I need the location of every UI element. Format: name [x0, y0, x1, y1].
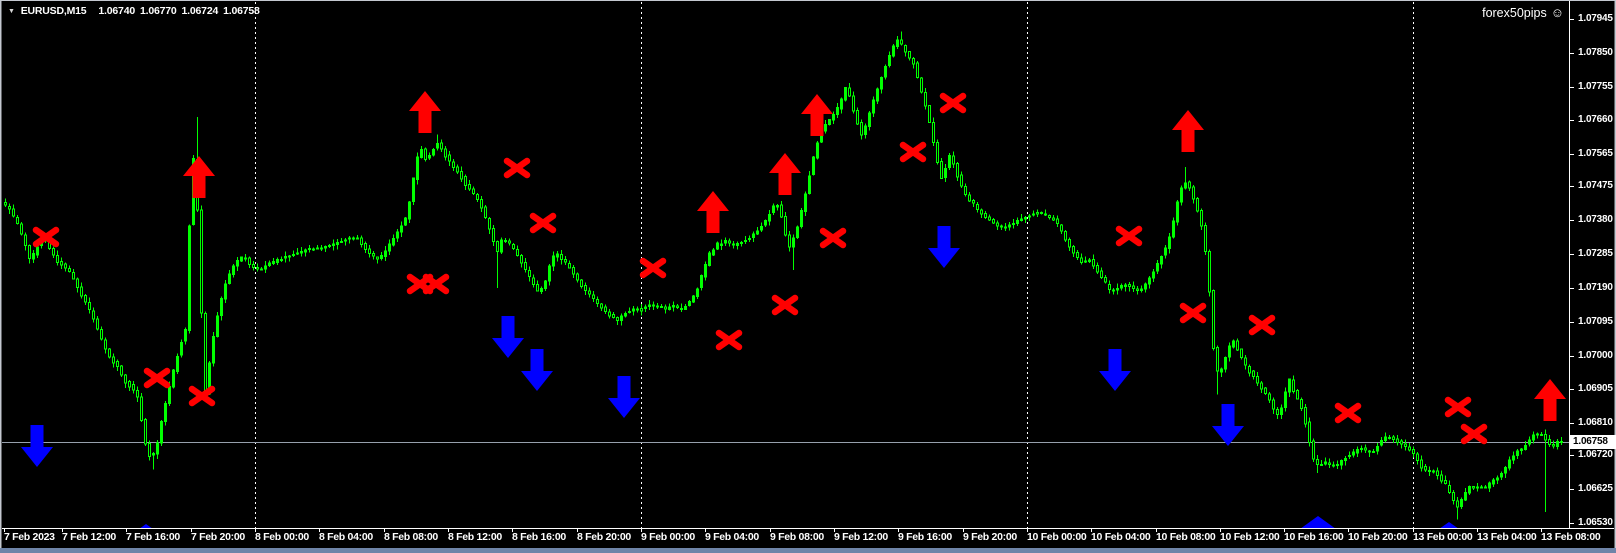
- price-label: 1.06720: [1578, 449, 1613, 461]
- time-label: 13 Feb 00:00: [1413, 531, 1473, 543]
- time-label: 8 Feb 08:00: [384, 531, 438, 543]
- buy-arrow-tip-clipped: [1440, 522, 1458, 528]
- buy-arrow-icon: [521, 349, 553, 391]
- x-mark-icon: [939, 92, 967, 114]
- buy-arrow-icon: [1099, 349, 1131, 391]
- symbol-timeframe: EURUSD,M15: [20, 5, 87, 17]
- price-scale[interactable]: 1.07945 1.07850 1.07755 1.07660 1.07565 1.074…: [1570, 0, 1616, 528]
- price-label: 1.07660: [1578, 114, 1613, 126]
- x-mark-icon: [1334, 402, 1362, 424]
- time-label: 10 Feb 20:00: [1348, 531, 1408, 543]
- time-label: 8 Feb 16:00: [512, 531, 566, 543]
- x-mark-icon: [639, 257, 667, 279]
- price-label: 1.07945: [1578, 13, 1613, 24]
- sell-arrow-icon: [1172, 110, 1204, 152]
- x-mark-icon: [771, 294, 799, 316]
- sell-arrow-icon: [697, 191, 729, 233]
- current-price-tag: 1.06758: [1570, 434, 1616, 449]
- price-label: 1.07380: [1578, 214, 1613, 226]
- buy-arrow-icon: [1212, 404, 1244, 446]
- time-label: 8 Feb 00:00: [255, 531, 309, 543]
- signal-markers: [21, 91, 1566, 528]
- price-label: 1.07475: [1578, 180, 1613, 192]
- buy-arrow-tip-clipped: [140, 524, 152, 528]
- time-label: 10 Feb 12:00: [1220, 531, 1280, 543]
- time-label: 9 Feb 00:00: [641, 531, 695, 543]
- smiley-icon: ☺: [1550, 5, 1564, 20]
- time-label: 9 Feb 20:00: [963, 531, 1017, 543]
- buy-arrow-tip-clipped: [1301, 516, 1335, 528]
- x-mark-icon: [1460, 423, 1488, 445]
- x-mark-icon: [1179, 302, 1207, 324]
- x-mark-icon: [715, 329, 743, 351]
- sell-arrow-icon: [409, 91, 441, 133]
- x-mark-icon: [32, 226, 60, 248]
- time-label: 10 Feb 08:00: [1156, 531, 1216, 543]
- time-label: 7 Feb 20:00: [191, 531, 245, 543]
- x-mark-icon: [503, 157, 531, 179]
- time-label: 8 Feb 04:00: [319, 531, 373, 543]
- time-label: 10 Feb 00:00: [1027, 531, 1087, 543]
- buy-arrow-icon: [21, 425, 53, 467]
- buy-arrow-icon: [492, 316, 524, 358]
- time-label: 9 Feb 08:00: [770, 531, 824, 543]
- price-label: 1.07285: [1578, 248, 1613, 260]
- sell-arrow-icon: [183, 156, 215, 198]
- price-label: 1.06810: [1578, 417, 1613, 429]
- price-label: 1.07850: [1578, 46, 1613, 58]
- time-label: 9 Feb 16:00: [898, 531, 952, 543]
- time-label: 7 Feb 2023: [4, 531, 55, 543]
- close-value: 1.06758: [223, 5, 260, 17]
- high-value: 1.06770: [139, 5, 177, 17]
- price-label: 1.07190: [1578, 281, 1613, 293]
- sell-arrow-icon: [801, 94, 833, 136]
- time-label: 9 Feb 12:00: [834, 531, 888, 543]
- price-label: 1.07000: [1578, 349, 1613, 361]
- time-label: 13 Feb 08:00: [1541, 531, 1601, 543]
- price-label: 1.07755: [1578, 80, 1613, 92]
- candles: [4, 31, 1563, 520]
- x-mark-icon: [422, 273, 450, 295]
- plot-area[interactable]: [2, 2, 1569, 529]
- collapse-arrow-icon[interactable]: ▼: [8, 8, 15, 15]
- x-mark-icon: [819, 227, 847, 249]
- time-label: 7 Feb 12:00: [62, 531, 116, 543]
- time-scale[interactable]: 7 Feb 2023 7 Feb 12:00 7 Feb 16:00 7 Feb 20…: [0, 531, 1616, 548]
- x-mark-icon: [1444, 396, 1472, 418]
- watermark-text: forex50pips: [1482, 6, 1547, 20]
- ohlc-header: ▼ EURUSD,M15 1.06740 1.06770 1.06724 1.06758: [8, 5, 265, 17]
- time-label: 10 Feb 04:00: [1091, 531, 1151, 543]
- buy-arrow-icon: [928, 226, 960, 268]
- time-label: 8 Feb 20:00: [577, 531, 631, 543]
- buy-arrow-icon: [608, 376, 640, 418]
- low-value: 1.06724: [181, 5, 219, 17]
- time-label: 8 Feb 12:00: [448, 531, 502, 543]
- x-mark-icon: [899, 141, 927, 163]
- sell-arrow-icon: [769, 153, 801, 195]
- sell-arrow-icon: [1534, 379, 1566, 421]
- time-label: 7 Feb 16:00: [126, 531, 180, 543]
- price-label: 1.06530: [1578, 516, 1613, 528]
- price-label: 1.06625: [1578, 483, 1613, 495]
- x-mark-icon: [143, 367, 171, 389]
- x-mark-icon: [188, 385, 216, 407]
- time-label: 10 Feb 16:00: [1284, 531, 1344, 543]
- x-mark-icon: [529, 212, 557, 234]
- bottom-strip: [0, 548, 1616, 553]
- open-value: 1.06740: [98, 5, 135, 17]
- watermark: forex50pips ☺: [1482, 5, 1564, 20]
- price-label: 1.07565: [1578, 148, 1613, 160]
- x-mark-icon: [1248, 314, 1276, 336]
- price-label: 1.06905: [1578, 383, 1613, 395]
- time-label: 9 Feb 04:00: [705, 531, 759, 543]
- price-label: 1.07095: [1578, 315, 1613, 327]
- time-label: 13 Feb 04:00: [1477, 531, 1537, 543]
- x-mark-icon: [1115, 225, 1143, 247]
